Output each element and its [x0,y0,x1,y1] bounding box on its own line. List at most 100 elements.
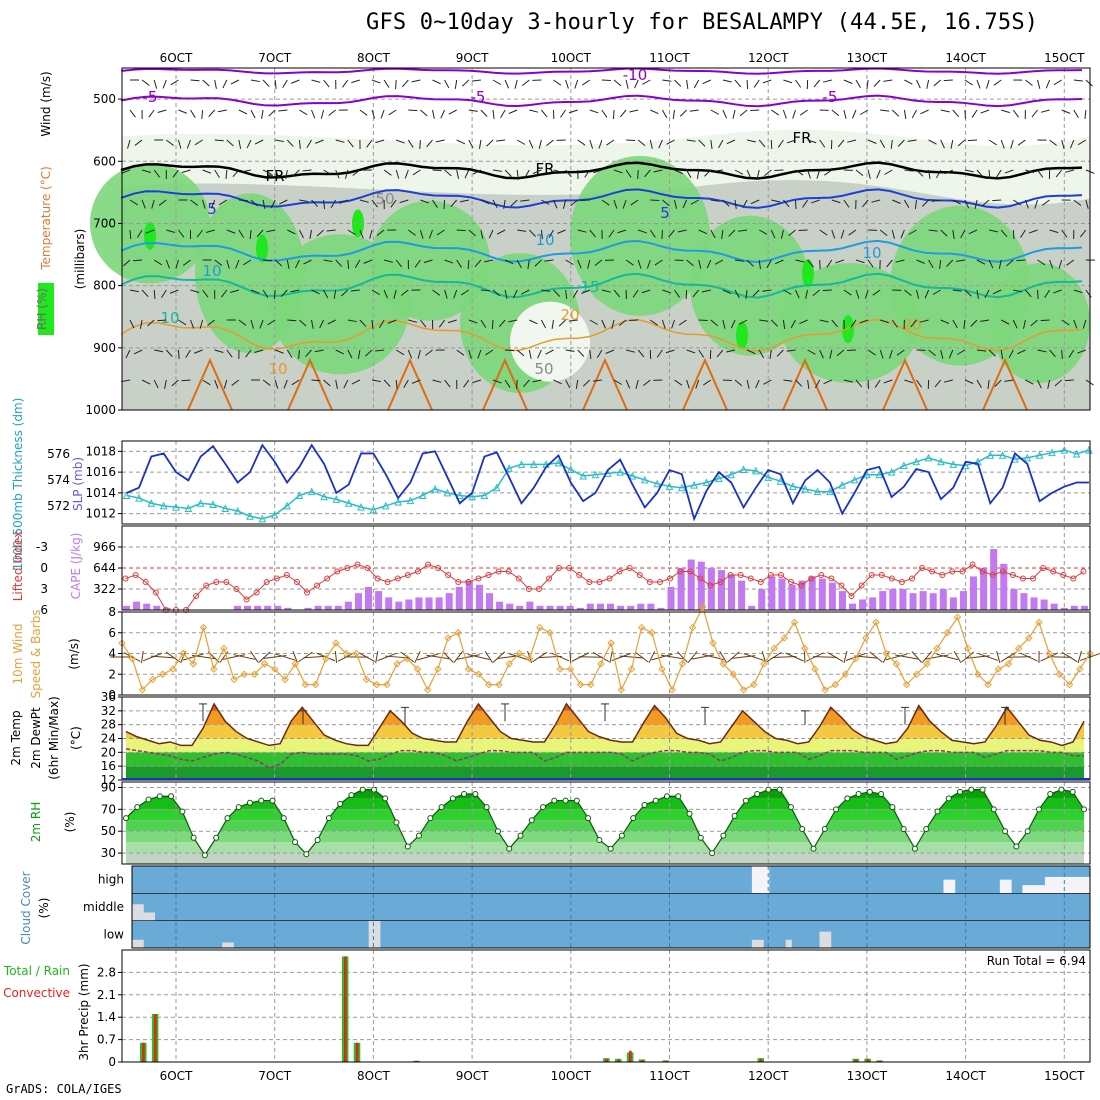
wind-barb [1073,79,1083,82]
pressure-tick: 1000 [85,403,116,417]
wind-barb [611,319,615,329]
wind-barb [706,259,712,269]
wind-barb [831,319,838,328]
wind-barb [528,229,536,237]
wind-barb [199,319,204,329]
rh-point [945,795,952,802]
surface-wind-barb [316,652,336,662]
wind-speed-point [770,644,778,653]
wind-barb [553,199,558,209]
wind-barb [214,349,224,353]
wind-speed-point [301,680,310,689]
wind-barb [891,229,895,239]
wind-barb [807,169,812,179]
wind-speed-point [913,670,921,678]
cape-bar [728,574,736,610]
slp-line [126,443,1089,522]
wind-barb [1073,319,1078,329]
wind-barb [795,289,800,299]
wind-barb [613,379,623,385]
wind-barb [565,169,572,178]
wind-barb [371,109,376,119]
wind-barb [266,229,276,233]
wind-barb [141,379,151,385]
cloud-cell [374,920,381,948]
wind-barb [1028,229,1038,234]
wind-barb [613,79,622,87]
wind-barb [339,199,348,204]
cape-bar [324,605,332,610]
wind-barb [141,169,151,173]
wind-barb [714,259,724,265]
wind-barb [463,379,470,388]
wind-barb [286,349,293,358]
wind-barb [1073,199,1082,206]
cloud-cell [143,912,150,921]
wind-speed-point [138,686,147,694]
wind-speed-point [179,649,187,658]
wind-barb [178,109,187,114]
wind-barb [908,229,917,235]
wind-barb [679,109,687,117]
wind-speed-point [576,680,585,689]
wind-barb [867,139,877,144]
wind-speed-point [199,623,208,632]
li-point [223,579,230,585]
wind-barb [508,109,518,114]
wind-barb [562,199,567,209]
surface-wind-barb [592,652,610,662]
wind-barb [1061,319,1070,326]
wind-barb [460,289,470,296]
wind-barb [202,79,210,87]
thickness-point [998,451,1007,459]
cloud-cell [1061,876,1068,894]
wind-barb [889,349,893,359]
wind-barb [960,229,966,239]
wind-barb [190,199,198,206]
wind-barb [589,139,594,149]
wind-barb [181,169,191,173]
surface-wind-barb [953,650,962,664]
wind-barb [952,229,955,239]
cape-bar [1030,597,1038,610]
cape-bar [939,589,947,610]
wind-tick: 4 [108,647,116,661]
wind-barb [807,139,817,144]
wind-barb [963,319,966,329]
rh-point [280,815,287,822]
wind-speed-point [923,660,931,668]
wind-barb [504,79,510,89]
thickness-point [641,475,649,484]
wind-barb [589,349,592,359]
wind-barb [759,319,769,322]
wind-barb [504,379,511,388]
wind-barb [292,169,300,177]
wind-barb [492,79,502,85]
wind-barb [950,139,954,149]
wind-barb [1000,229,1008,238]
wind-speed-point [474,670,483,678]
li-point [777,572,784,578]
wind-barb [311,199,319,207]
wind-barb [351,79,361,84]
wind-barb [256,229,264,238]
cloud-level-label: high [98,873,124,887]
wind-barb [867,169,871,179]
wind-barb [335,139,345,143]
wind-barb [903,109,907,119]
wind-barb [589,319,598,325]
rh-point [213,834,220,841]
li-point [435,565,442,571]
rh-shade-bright [144,221,156,250]
wind-barb [319,319,325,329]
wind-barb [432,79,441,85]
wind-speed-point [373,680,381,689]
contour-label: FR [535,160,554,178]
upper-frame [121,67,1091,411]
li-point [656,579,663,585]
wind-ylabel-speed: Speed & Barbs [29,610,43,699]
wind-barb [529,319,538,325]
wind-barb [589,229,596,238]
wind-barb [1068,349,1075,358]
wind-barb [420,109,428,117]
